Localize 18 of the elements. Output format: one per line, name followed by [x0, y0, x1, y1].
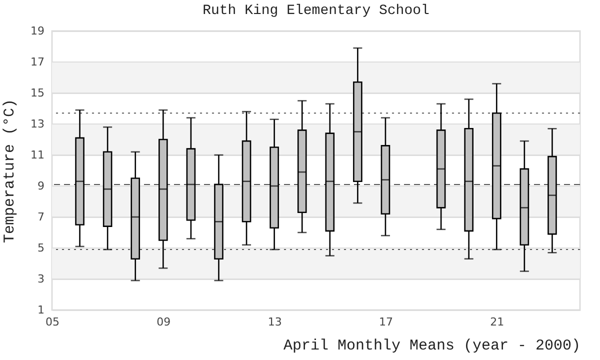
y-tick-label: 3 — [38, 272, 44, 286]
y-tick-label: 7 — [38, 210, 44, 224]
y-tick-label: 1 — [38, 304, 44, 316]
y-tick-label: 13 — [30, 118, 44, 130]
y-tick-label: 5 — [38, 242, 44, 254]
x-tick-label: 09 — [156, 316, 171, 328]
x-tick-label: 13 — [268, 316, 282, 328]
y-tick-label: 15 — [30, 86, 44, 100]
y-tick-label: 9 — [38, 180, 44, 192]
y-tick-label: 17 — [30, 56, 44, 68]
x-axis-title: April Monthly Means (year - 2000) — [283, 338, 580, 354]
y-axis-title: Temperature (°C) — [2, 98, 19, 244]
y-tick-label: 11 — [30, 148, 44, 162]
chart-title: Ruth King Elementary School — [202, 3, 430, 19]
y-tick-label: 19 — [30, 24, 44, 38]
x-tick-label: 17 — [378, 316, 393, 328]
x-tick-label: 05 — [46, 316, 60, 328]
x-tick-label: 21 — [490, 316, 504, 328]
